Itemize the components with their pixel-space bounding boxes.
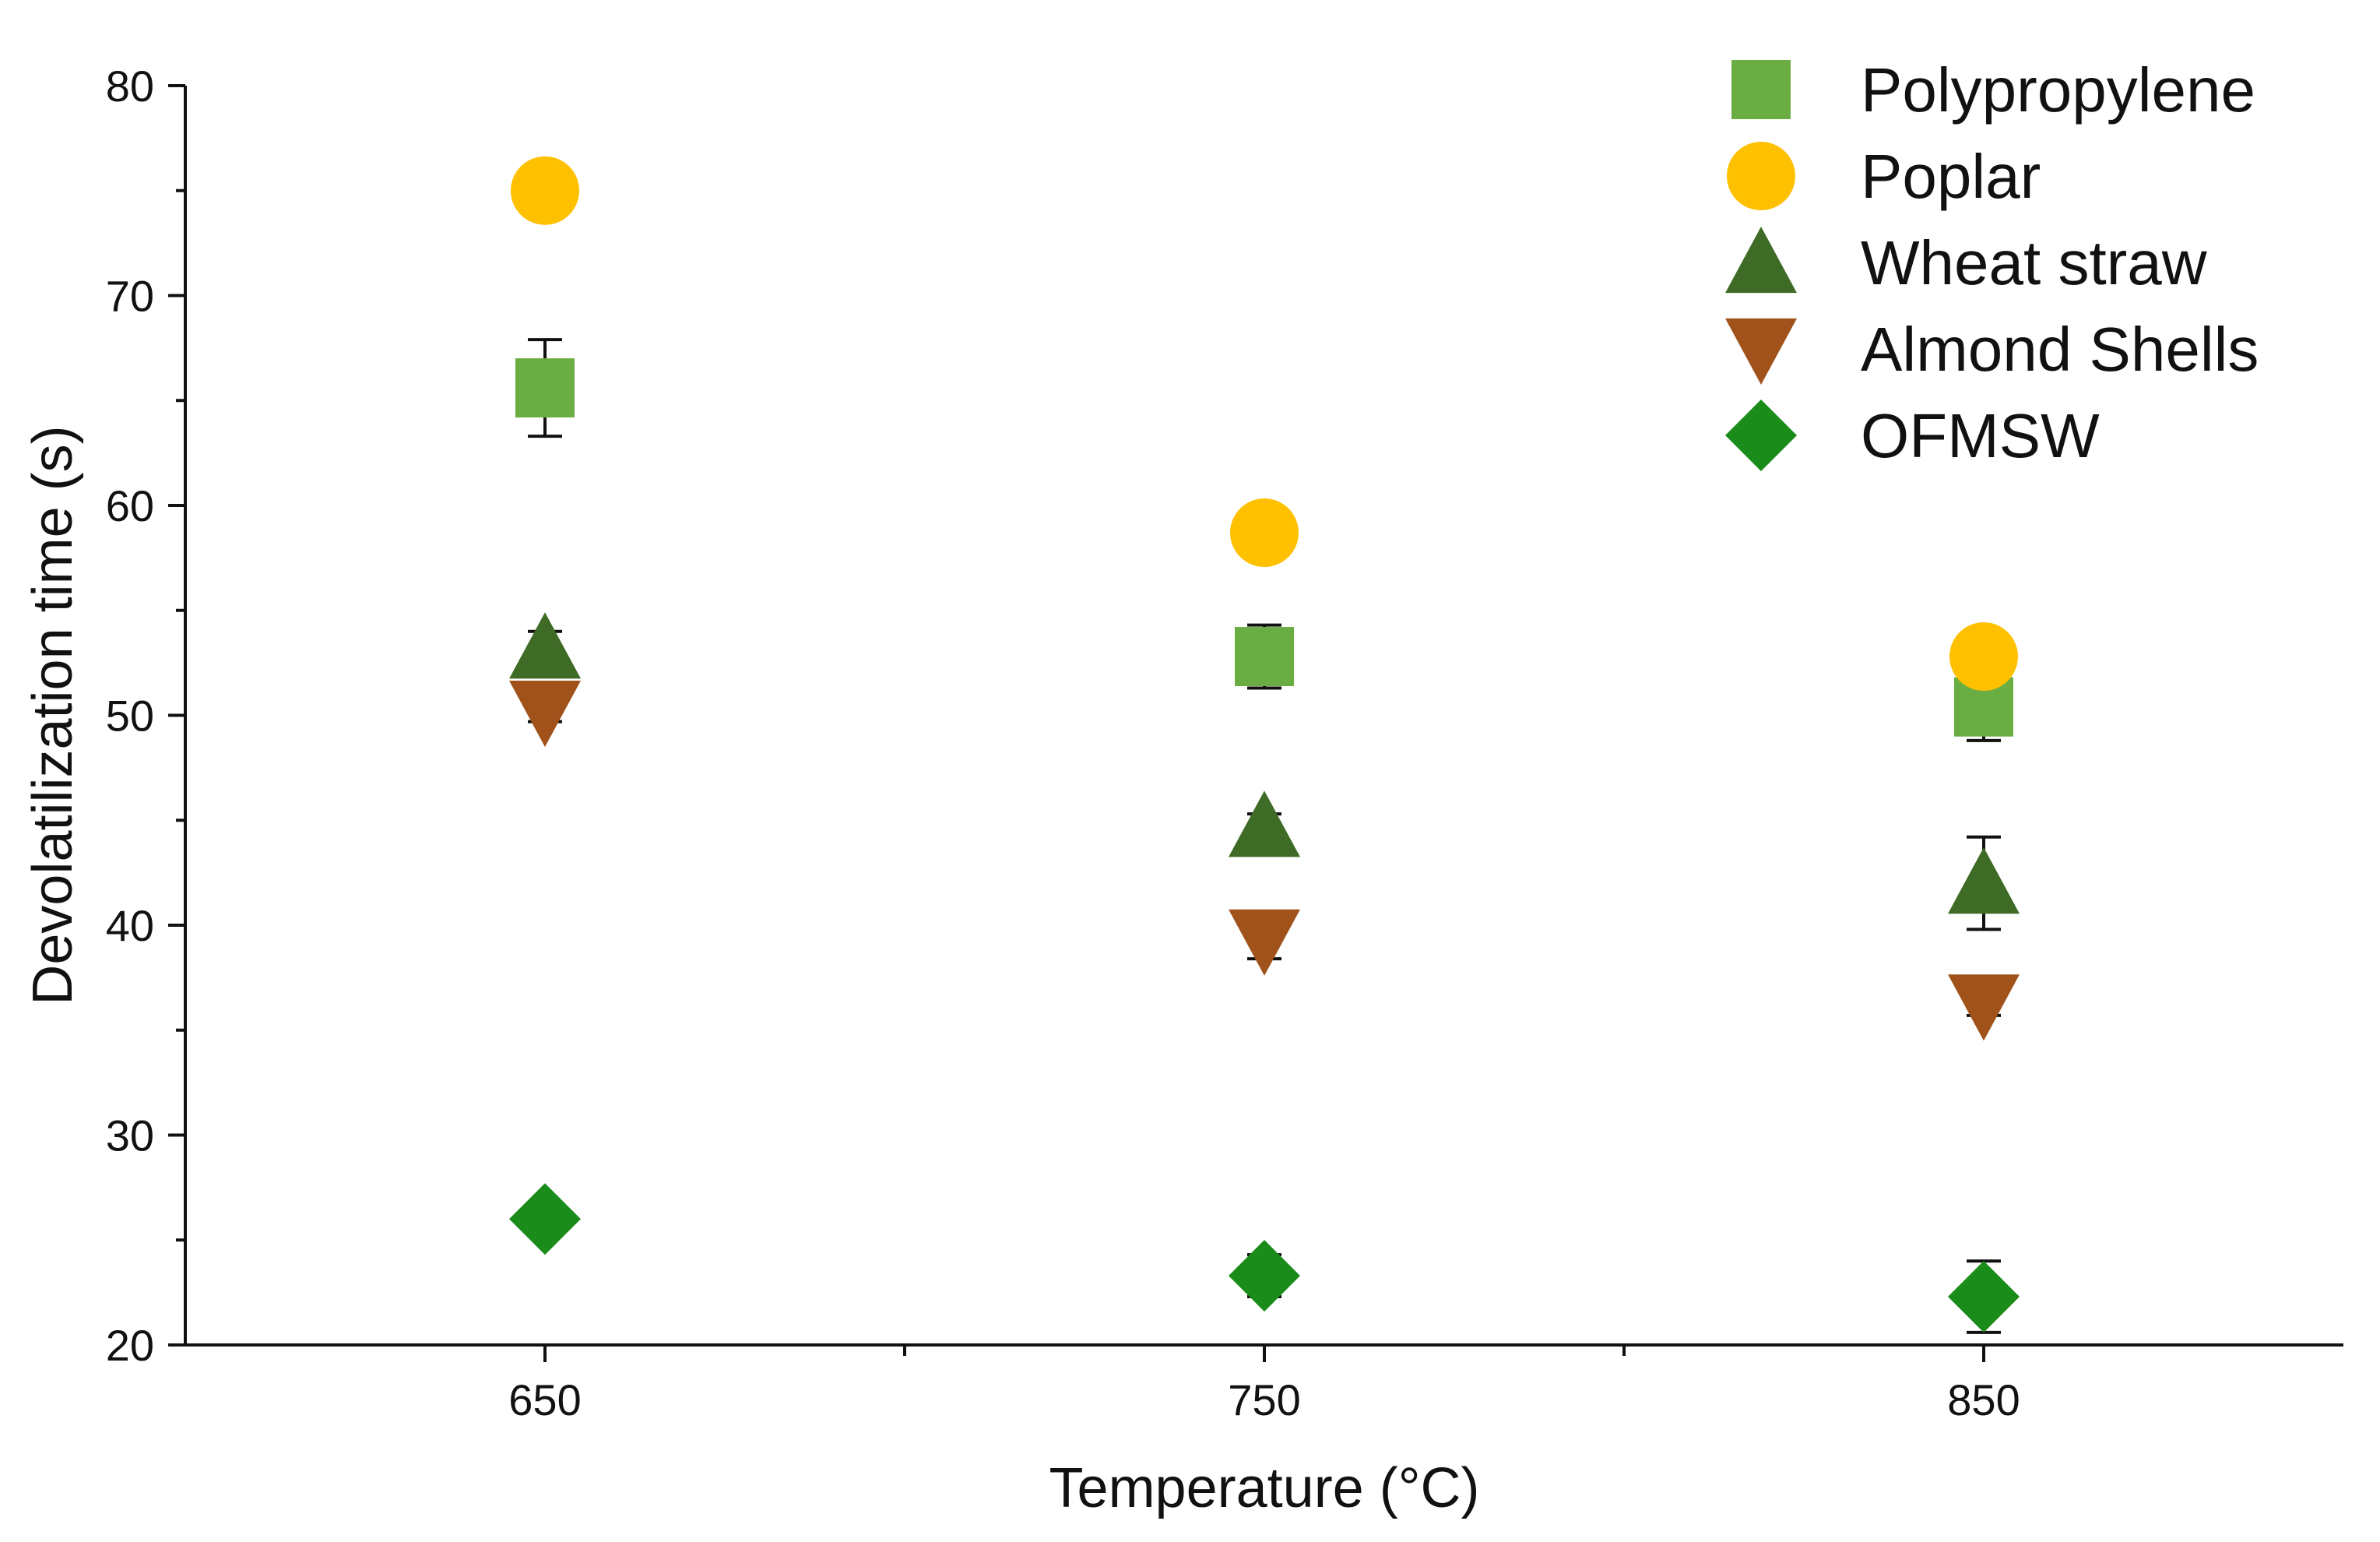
ofmsw-point xyxy=(509,1183,581,1255)
x-axis-title: Temperature (°C) xyxy=(1049,1457,1480,1519)
legend: Polypropylene Poplar Wheat straw Almond She… xyxy=(1725,55,2259,471)
poplar-point xyxy=(1230,498,1299,568)
ofmsw-point xyxy=(1229,1240,1300,1312)
y-tick-label: 50 xyxy=(106,692,154,741)
legend-label-wheat-straw: Wheat straw xyxy=(1861,228,2207,297)
x-tick-label: 850 xyxy=(1947,1375,2020,1424)
legend-label-almond-shells: Almond Shells xyxy=(1861,315,2259,384)
y-tick-label: 30 xyxy=(106,1111,154,1160)
legend-label-ofmsw: OFMSW xyxy=(1861,401,2100,470)
legend-marker-ofmsw xyxy=(1725,400,1797,471)
x-tick-label: 750 xyxy=(1228,1375,1300,1424)
almond-shells-point xyxy=(1229,909,1300,976)
poplar-point xyxy=(1949,622,2018,692)
wheat-straw-point xyxy=(509,612,581,679)
legend-label-polypropylene: Polypropylene xyxy=(1861,55,2255,125)
poplar-point xyxy=(511,156,579,225)
almond-shells-point xyxy=(509,681,581,748)
wheat-straw-point xyxy=(1948,847,2020,914)
polypropylene-point xyxy=(515,358,575,418)
polypropylene-point xyxy=(1235,627,1294,687)
legend-marker-wheat-straw xyxy=(1725,227,1797,294)
data-markers xyxy=(509,156,2020,1333)
legend-marker-poplar xyxy=(1727,142,1795,210)
x-tick-label: 650 xyxy=(508,1375,581,1424)
wheat-straw-point xyxy=(1229,790,1300,857)
y-tick-label: 20 xyxy=(106,1321,154,1370)
ticks: 20 30 40 50 60 70 80 650 750 850 xyxy=(106,62,2020,1424)
y-tick-label: 60 xyxy=(106,481,154,530)
y-tick-label: 80 xyxy=(106,62,154,111)
almond-shells-point xyxy=(1948,974,2020,1041)
legend-label-poplar: Poplar xyxy=(1861,142,2041,211)
ofmsw-point xyxy=(1948,1261,2020,1333)
y-axis-title: Devolatilization time (s) xyxy=(22,425,84,1005)
legend-marker-polypropylene xyxy=(1731,60,1791,119)
y-tick-label: 70 xyxy=(106,272,154,321)
legend-marker-almond-shells xyxy=(1725,318,1797,385)
y-tick-label: 40 xyxy=(106,901,154,950)
